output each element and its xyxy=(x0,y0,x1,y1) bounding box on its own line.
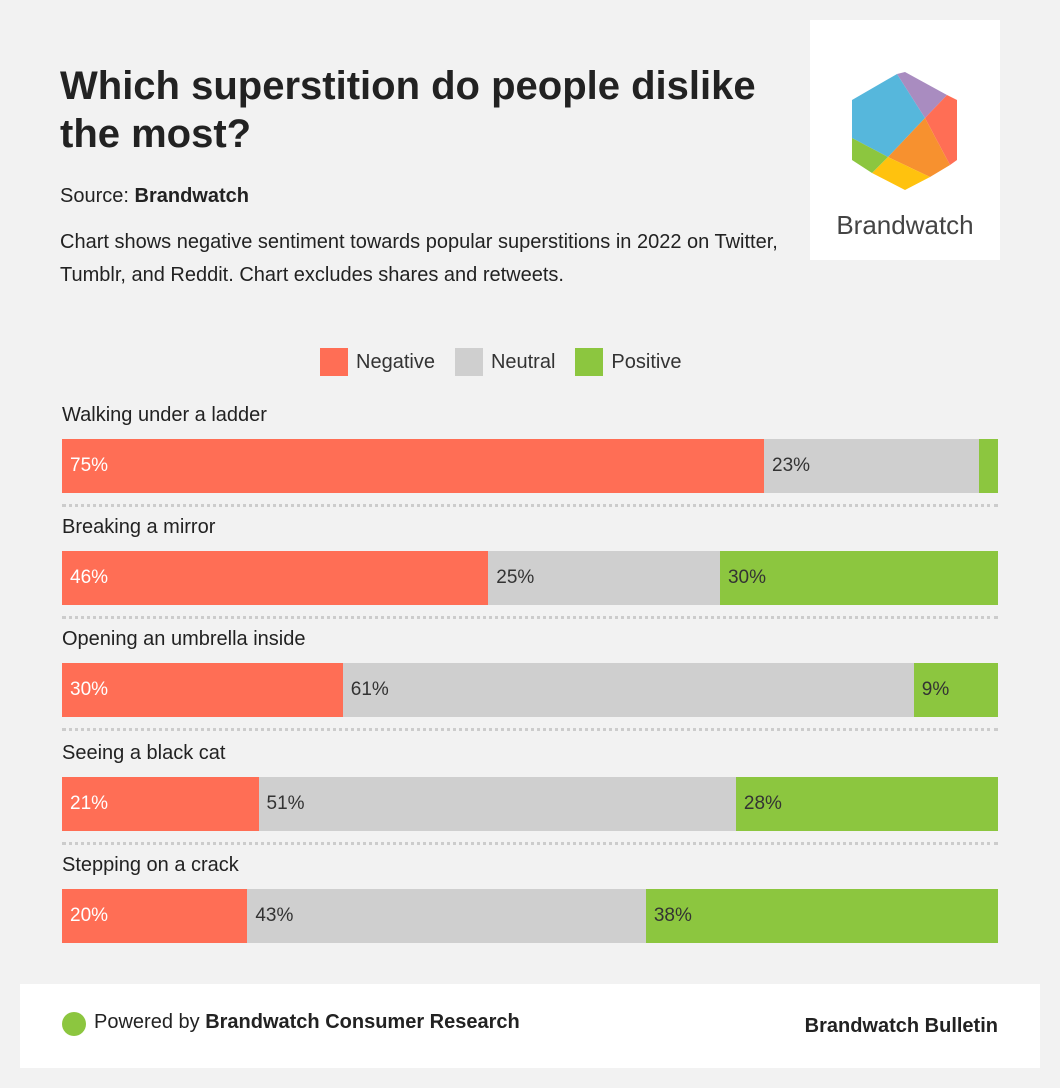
green-dot-icon xyxy=(62,1012,86,1036)
bar-segment-neutral: 25% xyxy=(488,551,720,605)
category-label: Walking under a ladder xyxy=(62,404,267,426)
bar-row: Walking under a ladder 75% 23% xyxy=(62,403,998,507)
hexagon-logo-icon xyxy=(852,72,957,190)
bar-segment-negative: 21% xyxy=(62,777,259,831)
powered-by: Powered by Brandwatch Consumer Research xyxy=(94,1011,520,1034)
category-label: Breaking a mirror xyxy=(62,516,216,538)
stacked-bar: 75% 23% xyxy=(62,439,998,493)
source-label: Source: xyxy=(60,185,129,207)
stacked-bar: 21% 51% 28% xyxy=(62,777,998,831)
bar-segment-negative: 20% xyxy=(62,889,248,943)
legend-neutral: Neutral xyxy=(454,348,556,376)
source: Source: Brandwatch xyxy=(60,185,249,208)
bar-segment-positive: 30% xyxy=(719,551,998,605)
legend-negative: Negative xyxy=(320,348,435,376)
legend-label: Neutral xyxy=(490,350,556,373)
bar-row: Breaking a mirror 46% 25% 30% xyxy=(62,515,998,619)
legend-swatch xyxy=(575,348,604,376)
legend-label: Positive xyxy=(611,350,682,373)
brandwatch-logo: Brandwatch xyxy=(810,20,1000,260)
legend-positive: Positive xyxy=(575,348,681,376)
stacked-bar: 30% 61% 9% xyxy=(62,663,998,717)
bar-segment-neutral: 23% xyxy=(764,439,980,493)
category-label: Opening an umbrella inside xyxy=(62,628,306,650)
logo-text: Brandwatch xyxy=(836,210,974,240)
bar-row: Seeing a black cat 21% 51% 28% xyxy=(62,741,998,845)
bulletin-label: Brandwatch Bulletin xyxy=(804,1015,998,1037)
bar-segment-neutral: 43% xyxy=(247,889,646,943)
description: Chart shows negative sentiment towards p… xyxy=(60,231,778,286)
powered-by-label: Powered by xyxy=(94,1011,200,1033)
legend: Negative Neutral Positive xyxy=(320,348,681,376)
category-label: Stepping on a crack xyxy=(62,854,239,876)
bar-segment-positive xyxy=(979,439,998,493)
stacked-bar: 46% 25% 30% xyxy=(62,551,998,605)
divider xyxy=(62,504,998,507)
bar-segment-positive: 38% xyxy=(645,889,998,943)
divider xyxy=(62,842,998,845)
legend-label: Negative xyxy=(356,350,435,373)
legend-swatch xyxy=(454,348,483,376)
powered-by-name: Brandwatch Consumer Research xyxy=(205,1011,520,1033)
divider xyxy=(62,728,998,731)
divider xyxy=(62,616,998,619)
bar-segment-neutral: 51% xyxy=(258,777,736,831)
bar-segment-negative: 75% xyxy=(62,439,764,493)
bar-segment-positive: 28% xyxy=(735,777,998,831)
category-label: Seeing a black cat xyxy=(62,742,226,764)
bar-row: Stepping on a crack 20% 43% 38% xyxy=(62,853,998,943)
chart-title: Which superstition do people dislike the… xyxy=(60,64,756,156)
source-name: Brandwatch xyxy=(134,185,249,207)
footer: Powered by Brandwatch Consumer Research … xyxy=(20,984,1040,1068)
bar-segment-negative: 46% xyxy=(62,551,489,605)
bar-segment-negative: 30% xyxy=(62,663,343,717)
bar-segment-positive: 9% xyxy=(913,663,998,717)
bar-segment-neutral: 61% xyxy=(342,663,914,717)
legend-swatch xyxy=(320,348,348,376)
stacked-bar: 20% 43% 38% xyxy=(62,889,998,943)
bar-row: Opening an umbrella inside 30% 61% 9% xyxy=(62,627,998,731)
